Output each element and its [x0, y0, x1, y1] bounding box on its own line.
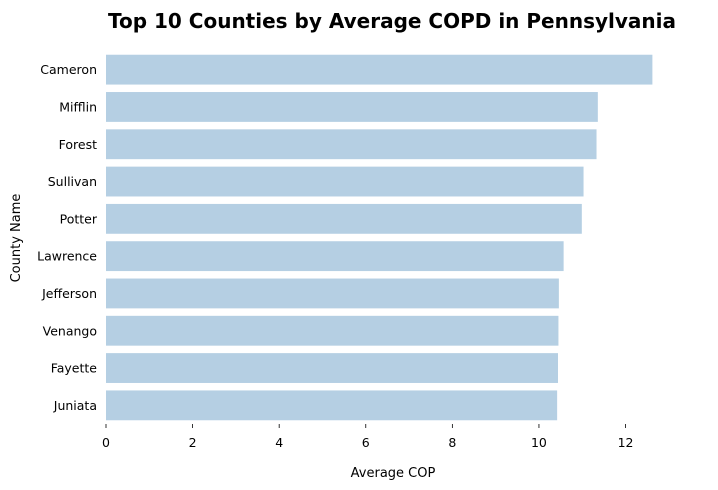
- y-tick-labels: Cameron Mifflin Forest Sullivan Potter Lawren…: [37, 62, 98, 413]
- y-tick-label: Sullivan: [48, 174, 97, 189]
- y-axis-label: County Name: [9, 194, 24, 283]
- bar-cameron: [106, 54, 653, 85]
- bar-juniata: [106, 390, 558, 421]
- y-tick-label: Fayette: [51, 361, 98, 376]
- x-tick-label: 4: [275, 435, 283, 450]
- bar-jefferson: [106, 278, 559, 309]
- y-tick-label: Juniata: [53, 398, 97, 413]
- y-tick-label: Potter: [60, 211, 98, 226]
- y-tick-label: Venango: [43, 323, 97, 338]
- bar-mifflin: [106, 92, 598, 122]
- y-tick-label: Mifflin: [59, 99, 97, 114]
- y-tick-label: Jefferson: [41, 286, 97, 301]
- bar-lawrence: [106, 241, 564, 272]
- y-tick-label: Cameron: [40, 62, 97, 77]
- x-tick-label: 12: [618, 435, 634, 450]
- bar-fayette: [106, 353, 558, 383]
- y-tick-label: Lawrence: [37, 249, 97, 264]
- bars-group: [106, 54, 653, 421]
- chart-title: Top 10 Counties by Average COPD in Penns…: [108, 9, 676, 33]
- x-tick-label: 2: [189, 435, 197, 450]
- x-tick-label: 0: [102, 435, 110, 450]
- bar-sullivan: [106, 166, 584, 197]
- x-tick-label: 10: [531, 435, 547, 450]
- bar-potter: [106, 203, 582, 234]
- y-tick-label: Forest: [59, 137, 97, 152]
- x-tick-label: 8: [448, 435, 456, 450]
- bar-forest: [106, 129, 597, 160]
- x-tick-labels: 0 2 4 6 8 10 12: [102, 424, 633, 450]
- x-axis-label: Average COP: [351, 466, 436, 481]
- bar-venango: [106, 315, 559, 346]
- x-tick-label: 6: [362, 435, 370, 450]
